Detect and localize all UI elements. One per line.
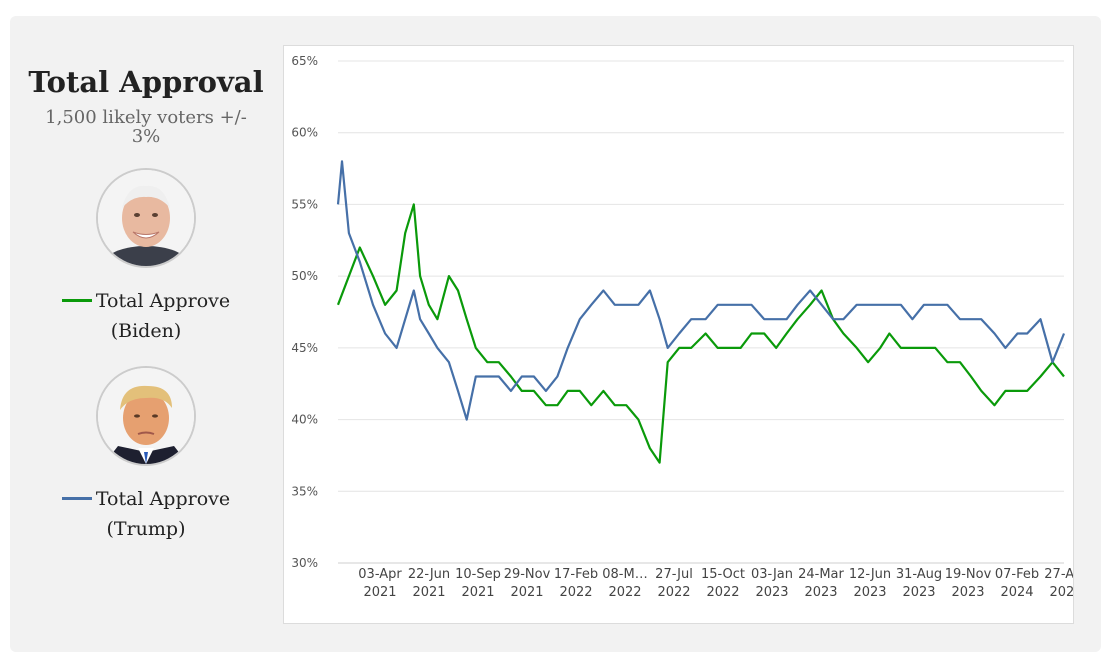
x-tick-year: 2022 <box>657 585 690 600</box>
legend-sublabel-trump: (Trump) <box>106 518 186 540</box>
trump-portrait-icon <box>96 366 196 466</box>
x-tick-label: 03-Jan <box>751 567 793 582</box>
legend-item-trump: Total Approve <box>20 484 272 514</box>
y-tick-label: 60% <box>291 126 318 140</box>
x-tick-year: 2023 <box>853 585 886 600</box>
x-tick-year: 2021 <box>363 585 396 600</box>
x-tick-year: 2024 <box>1000 585 1033 600</box>
x-tick-year: 2021 <box>461 585 494 600</box>
x-tick-label: 27-Apr <box>1044 567 1073 582</box>
x-tick-label: 12-Jun <box>849 567 891 582</box>
legend-item-biden: Total Approve <box>20 286 272 316</box>
series-line-biden <box>336 203 1065 464</box>
x-tick-label: 29-Nov <box>504 567 551 582</box>
y-tick-label: 40% <box>291 413 318 427</box>
x-tick-label: 07-Feb <box>995 567 1039 582</box>
legend-label-biden: Total Approve <box>95 290 231 312</box>
legend-panel: Total Approval 1,500 likely voters +/- 3… <box>20 60 272 544</box>
x-tick-label: 19-Nov <box>945 567 992 582</box>
x-tick-label: 03-Apr <box>358 567 402 582</box>
y-tick-label: 65% <box>291 54 318 68</box>
x-tick-year: 2023 <box>951 585 984 600</box>
y-tick-label: 35% <box>291 484 318 498</box>
x-tick-label: 10-Sep <box>455 567 501 582</box>
legend-sublabel-biden: (Biden) <box>110 320 182 342</box>
x-tick-year: 2023 <box>902 585 935 600</box>
panel-subtitle: 1,500 likely voters +/- 3% <box>45 107 247 147</box>
x-tick-label: 24-Mar <box>798 567 844 582</box>
x-tick-label: 22-Jun <box>408 567 450 582</box>
y-tick-label: 30% <box>291 556 318 570</box>
chart-panel: 30% 35% 40% 45% 50% 55% 60% 65% 03-Apr 2021 22-Jun… <box>283 45 1088 624</box>
x-tick-year: 2021 <box>510 585 543 600</box>
series-line-trump <box>336 160 1066 421</box>
x-tick-year: 2023 <box>755 585 788 600</box>
x-tick-year: 2022 <box>559 585 592 600</box>
y-tick-label: 55% <box>291 197 318 211</box>
x-tick-label: 31-Aug <box>896 567 942 582</box>
x-tick-label: 08-M… <box>602 567 647 582</box>
x-tick-year: 2023 <box>804 585 837 600</box>
x-tick-label: 27-Jul <box>655 567 693 582</box>
legend-label-trump: Total Approve <box>95 488 231 510</box>
x-tick-year: 2024 <box>1049 585 1073 600</box>
y-tick-label: 45% <box>291 341 318 355</box>
x-tick-year: 2022 <box>706 585 739 600</box>
legend-swatch-biden <box>61 298 92 302</box>
panel-title: Total Approval <box>28 65 264 99</box>
y-tick-label: 50% <box>291 269 318 283</box>
approval-line-chart: 30% 35% 40% 45% 50% 55% 60% 65% 03-Apr 2021 22-Jun… <box>291 54 1088 600</box>
x-tick-year: 2022 <box>608 585 641 600</box>
x-tick-label: 17-Feb <box>554 567 598 582</box>
biden-portrait-icon <box>96 168 196 268</box>
x-tick-label: 15-Oct <box>701 567 745 582</box>
x-tick-year: 2021 <box>412 585 445 600</box>
legend-swatch-trump <box>61 496 92 500</box>
